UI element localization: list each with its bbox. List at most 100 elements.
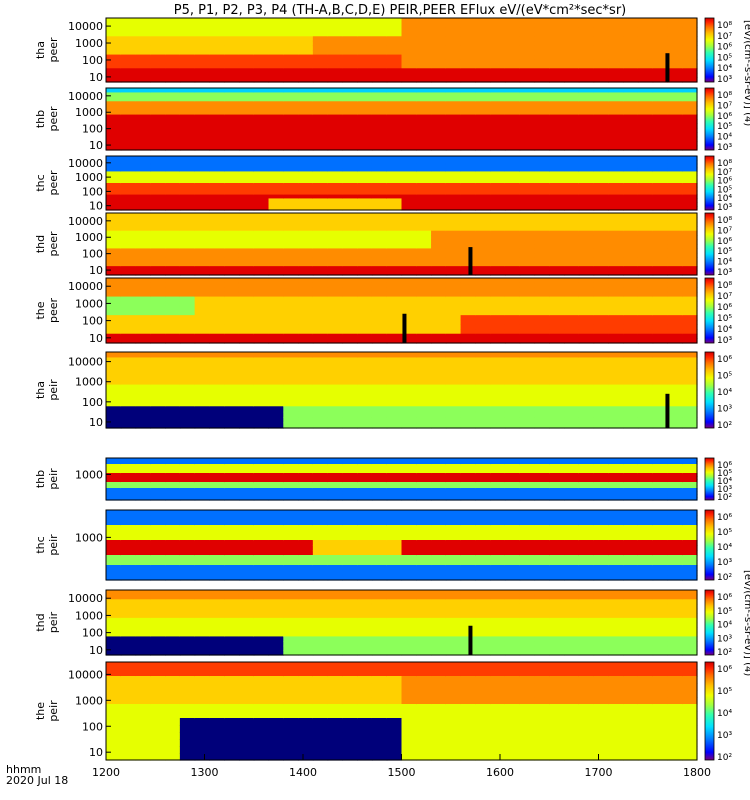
heatmap-cell	[401, 18, 417, 24]
heatmap-cell	[386, 36, 403, 42]
heatmap-cell	[549, 235, 565, 241]
heatmap-cell	[652, 282, 669, 288]
heatmap-cell	[150, 27, 166, 33]
heatmap-cell	[371, 226, 388, 232]
heatmap-cell	[209, 613, 225, 619]
heatmap-cell	[238, 575, 255, 581]
heatmap-cell	[652, 555, 669, 561]
heatmap-cell	[327, 96, 343, 102]
heatmap-cell	[283, 530, 299, 536]
heatmap-cell	[578, 163, 595, 169]
heatmap-cell	[253, 560, 270, 566]
heatmap-cell	[490, 226, 506, 232]
heatmap-cell	[238, 31, 255, 37]
heatmap-cell	[224, 319, 240, 326]
heatmap-cell	[637, 40, 654, 47]
heatmap-cell	[608, 266, 624, 272]
heatmap-cell	[431, 613, 447, 619]
heatmap-cell	[150, 96, 166, 102]
heatmap-cell	[342, 390, 358, 397]
heatmap-cell	[283, 244, 299, 250]
heatmap-cell	[253, 179, 270, 184]
heatmap-cell	[401, 50, 417, 56]
heatmap-cell	[312, 217, 329, 223]
heatmap-cell	[209, 261, 225, 267]
heatmap-cell	[371, 68, 388, 74]
heatmap-cell	[386, 467, 403, 471]
heatmap-cell	[475, 114, 491, 120]
heatmap-cell	[445, 411, 462, 418]
heatmap-cell	[357, 395, 373, 402]
heatmap-cell	[312, 127, 329, 133]
panel-label-probe: thd	[34, 235, 47, 253]
heatmap-cell	[623, 390, 639, 397]
heatmap-cell	[431, 384, 447, 391]
heatmap-cell	[652, 141, 669, 147]
heatmap-cell	[504, 266, 521, 272]
heatmap-cell	[564, 239, 580, 245]
heatmap-cell	[268, 560, 284, 566]
heatmap-cell	[445, 491, 462, 495]
heatmap-cell	[652, 535, 669, 541]
heatmap-cell	[431, 305, 447, 312]
heatmap-cell	[667, 560, 683, 566]
heatmap-cell	[431, 570, 447, 576]
heatmap-cell	[371, 305, 388, 312]
heatmap-cell	[327, 145, 343, 151]
heatmap-cell	[460, 368, 476, 375]
heatmap-cell	[327, 213, 343, 219]
heatmap-cell	[564, 183, 580, 188]
heatmap-cell	[386, 485, 403, 489]
heatmap-cell	[268, 54, 284, 60]
heatmap-cell	[608, 221, 624, 227]
heatmap-cell	[386, 59, 403, 65]
heatmap-cell	[534, 96, 550, 102]
heatmap-cell	[386, 136, 403, 142]
heatmap-cell	[564, 31, 580, 37]
heatmap-cell	[238, 248, 255, 254]
heatmap-cell	[327, 217, 343, 223]
heatmap-cell	[475, 183, 491, 188]
heatmap-cell	[120, 458, 137, 462]
heatmap-cell	[416, 239, 432, 245]
panel-label-probe: the	[34, 301, 47, 319]
heatmap-cell	[342, 515, 358, 521]
heatmap-cell	[342, 88, 358, 94]
heatmap-cell	[608, 535, 624, 541]
heatmap-cell	[135, 171, 151, 176]
heatmap-cell	[386, 482, 403, 486]
colorbar-tick-label: 10⁶	[717, 461, 732, 471]
heatmap-cell	[298, 636, 314, 642]
heatmap-cell	[534, 525, 550, 531]
heatmap-cell	[637, 458, 654, 462]
heatmap-cell	[342, 494, 358, 498]
heatmap-cell	[135, 194, 151, 200]
heatmap-cell	[431, 497, 447, 501]
heatmap-cell	[327, 305, 343, 312]
heatmap-cell	[623, 22, 639, 28]
heatmap-cell	[564, 560, 580, 566]
heatmap-cell	[179, 244, 196, 250]
heatmap-cell	[238, 310, 255, 316]
heatmap-cell	[357, 136, 373, 142]
heatmap-cell	[298, 235, 314, 241]
heatmap-cell	[312, 50, 329, 56]
heatmap-cell	[209, 190, 225, 196]
heatmap-cell	[327, 72, 343, 79]
heatmap-cell	[637, 217, 654, 223]
heatmap-cell	[652, 252, 669, 258]
heatmap-cell	[445, 310, 462, 316]
heatmap-cell	[253, 257, 270, 263]
heatmap-cell	[165, 22, 181, 28]
heatmap-cell	[283, 145, 299, 151]
heatmap-cell	[238, 230, 255, 236]
heatmap-cell	[209, 270, 225, 276]
heatmap-cell	[534, 390, 550, 397]
heatmap-cell	[682, 171, 698, 176]
heatmap-cell	[637, 45, 654, 51]
heatmap-cell	[312, 163, 329, 169]
heatmap-cell	[445, 515, 462, 521]
heatmap-cell	[253, 535, 270, 541]
heatmap-cell	[652, 333, 669, 339]
heatmap-cell	[312, 510, 329, 516]
